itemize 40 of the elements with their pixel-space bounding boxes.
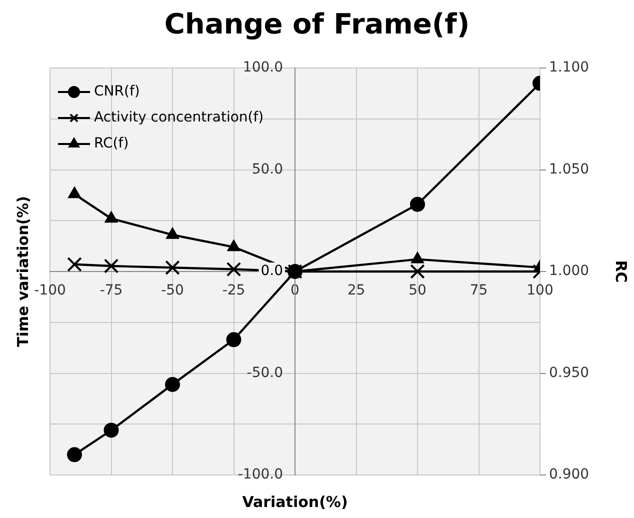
y2-tick-label: 0.950 — [549, 364, 590, 381]
point — [410, 196, 425, 212]
legend-label: Activity concentration(f) — [94, 110, 264, 126]
y-axis-title: Time variation(%) — [14, 196, 32, 347]
point — [67, 257, 82, 272]
point — [165, 260, 180, 275]
point — [226, 332, 242, 348]
y-tick-label: 100.0 — [242, 60, 283, 76]
x-tick-label: -75 — [100, 282, 123, 299]
x-axis-title: Variation(%) — [242, 492, 348, 511]
y-tick-label: -50.0 — [246, 364, 283, 381]
y2-tick-label: 1.050 — [549, 161, 590, 178]
point — [104, 258, 119, 274]
y-tick-label: 50.0 — [252, 161, 283, 178]
y-tick-label: 0.0 — [260, 263, 283, 280]
point — [67, 447, 82, 462]
point — [410, 252, 424, 264]
y2-axis-title: RC — [612, 260, 630, 283]
y-tick-label: -100.0 — [238, 466, 283, 483]
x-tick-label: 75 — [470, 282, 488, 299]
x-tick-label: -100 — [34, 282, 66, 299]
x-tick-label: 100 — [526, 282, 554, 299]
point — [68, 186, 82, 198]
legend-label: CNR(f) — [94, 84, 140, 100]
x-tick-label: -25 — [222, 282, 246, 299]
point — [104, 211, 118, 223]
x-tick-label: 25 — [347, 282, 366, 299]
point — [104, 422, 119, 438]
legend-label: RC(f) — [94, 136, 129, 152]
point — [166, 227, 180, 239]
x-tick-label: 50 — [408, 282, 426, 299]
point — [165, 376, 180, 392]
y2-tick-label: 1.000 — [549, 263, 590, 280]
y2-tick-label: 1.100 — [549, 60, 590, 76]
point — [410, 264, 425, 279]
x-tick-label: -50 — [161, 282, 184, 299]
point — [227, 240, 240, 252]
chart-title: Change of Frame(f) — [164, 7, 470, 40]
y2-tick-label: 0.900 — [549, 466, 590, 483]
point — [226, 262, 242, 277]
